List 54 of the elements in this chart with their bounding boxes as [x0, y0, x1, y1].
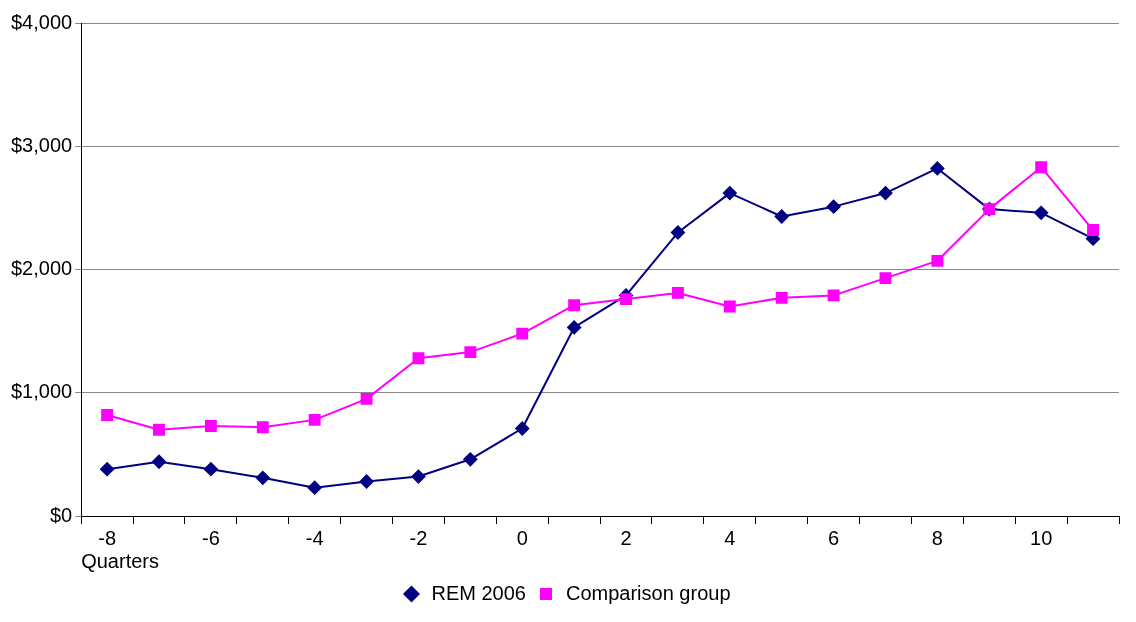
point: [775, 291, 788, 304]
y-tick-label: $1,000: [11, 380, 73, 403]
y-tick-label: $2,000: [11, 257, 73, 280]
point: [774, 209, 789, 224]
point: [359, 474, 374, 489]
point: [203, 462, 218, 477]
point: [308, 413, 321, 426]
x-tick-label: 0: [516, 526, 528, 549]
y-tick-label: $3,000: [11, 133, 73, 156]
point: [464, 346, 477, 359]
point: [152, 454, 167, 469]
point: [255, 470, 270, 485]
point: [670, 225, 685, 240]
legend-label: REM 2006: [431, 581, 526, 604]
point: [567, 320, 582, 335]
y-tick-label: $4,000: [11, 10, 73, 33]
point: [101, 408, 114, 421]
point: [153, 423, 165, 436]
point: [826, 199, 841, 214]
point: [515, 421, 530, 436]
x-axis-title: Quarters: [81, 549, 159, 572]
y-tick-label: $0: [49, 503, 73, 526]
point: [463, 452, 478, 467]
point: [722, 186, 737, 201]
point: [307, 480, 322, 495]
x-tick-label: 6: [828, 526, 840, 549]
point: [1087, 224, 1099, 237]
x-tick-label: 4: [724, 526, 736, 549]
x-tick-label: -8: [98, 526, 117, 549]
point: [878, 186, 893, 201]
point: [204, 420, 217, 432]
point: [930, 161, 945, 176]
x-tick-label: 10: [1030, 526, 1053, 549]
point: [620, 293, 632, 306]
x-tick-label: 8: [931, 526, 943, 549]
point: [1034, 205, 1049, 220]
point: [516, 327, 529, 340]
legend-label: Comparison group: [565, 581, 731, 604]
x-tick-label: -6: [202, 526, 220, 549]
point: [568, 299, 581, 312]
point: [671, 286, 684, 299]
point: [931, 254, 944, 267]
point: [100, 462, 115, 477]
point: [412, 352, 425, 365]
point: [879, 272, 892, 285]
x-tick-label: -4: [305, 526, 324, 549]
point: [827, 289, 840, 302]
point: [1035, 161, 1048, 174]
point: [411, 469, 426, 484]
point: [723, 300, 736, 313]
point: [256, 421, 269, 434]
x-tick-label: 2: [620, 526, 632, 549]
point: [360, 392, 373, 405]
x-tick-label: -2: [409, 526, 428, 549]
